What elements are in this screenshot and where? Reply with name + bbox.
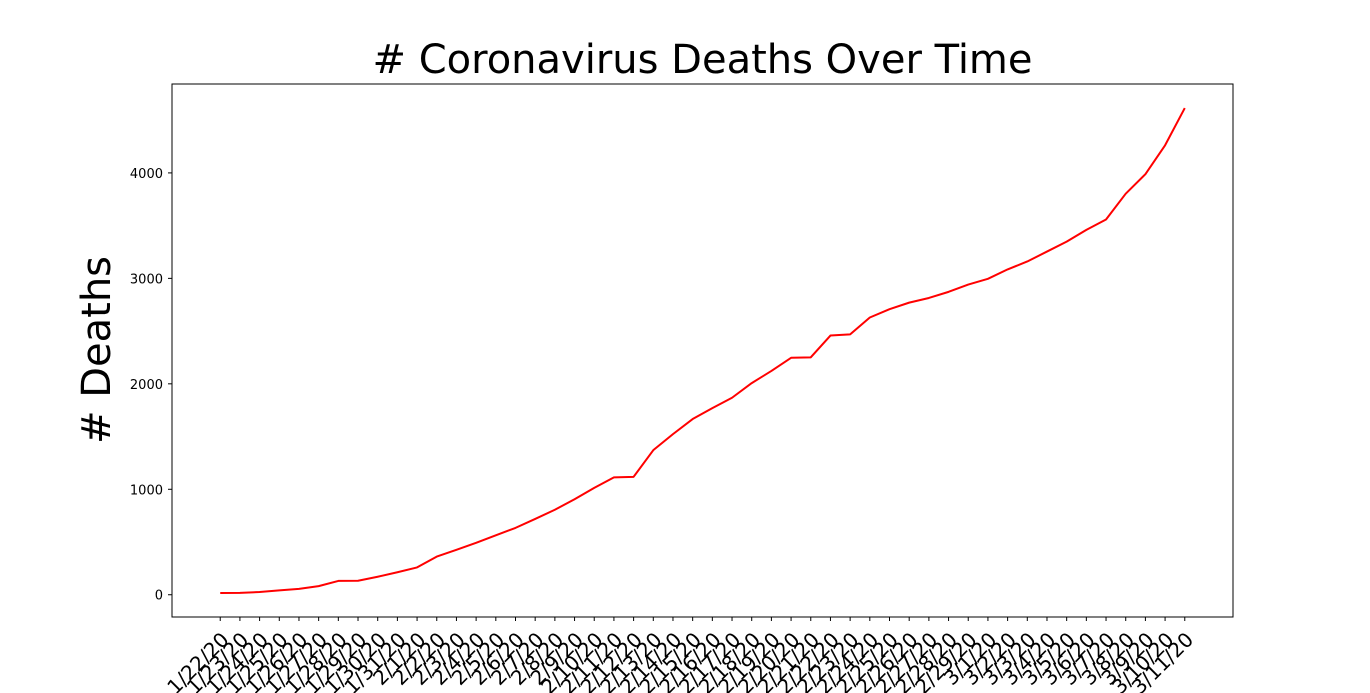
y-tick-label: 2000 xyxy=(130,378,163,393)
axes-frame xyxy=(171,83,1234,618)
chart-title: # Coronavirus Deaths Over Time xyxy=(372,37,1033,83)
y-tick-label: 0 xyxy=(155,589,163,604)
series-line xyxy=(220,107,1186,594)
y-tick-label: 4000 xyxy=(130,167,163,182)
y-tick-label: 3000 xyxy=(130,272,163,287)
y-tick-label: 1000 xyxy=(130,483,163,498)
